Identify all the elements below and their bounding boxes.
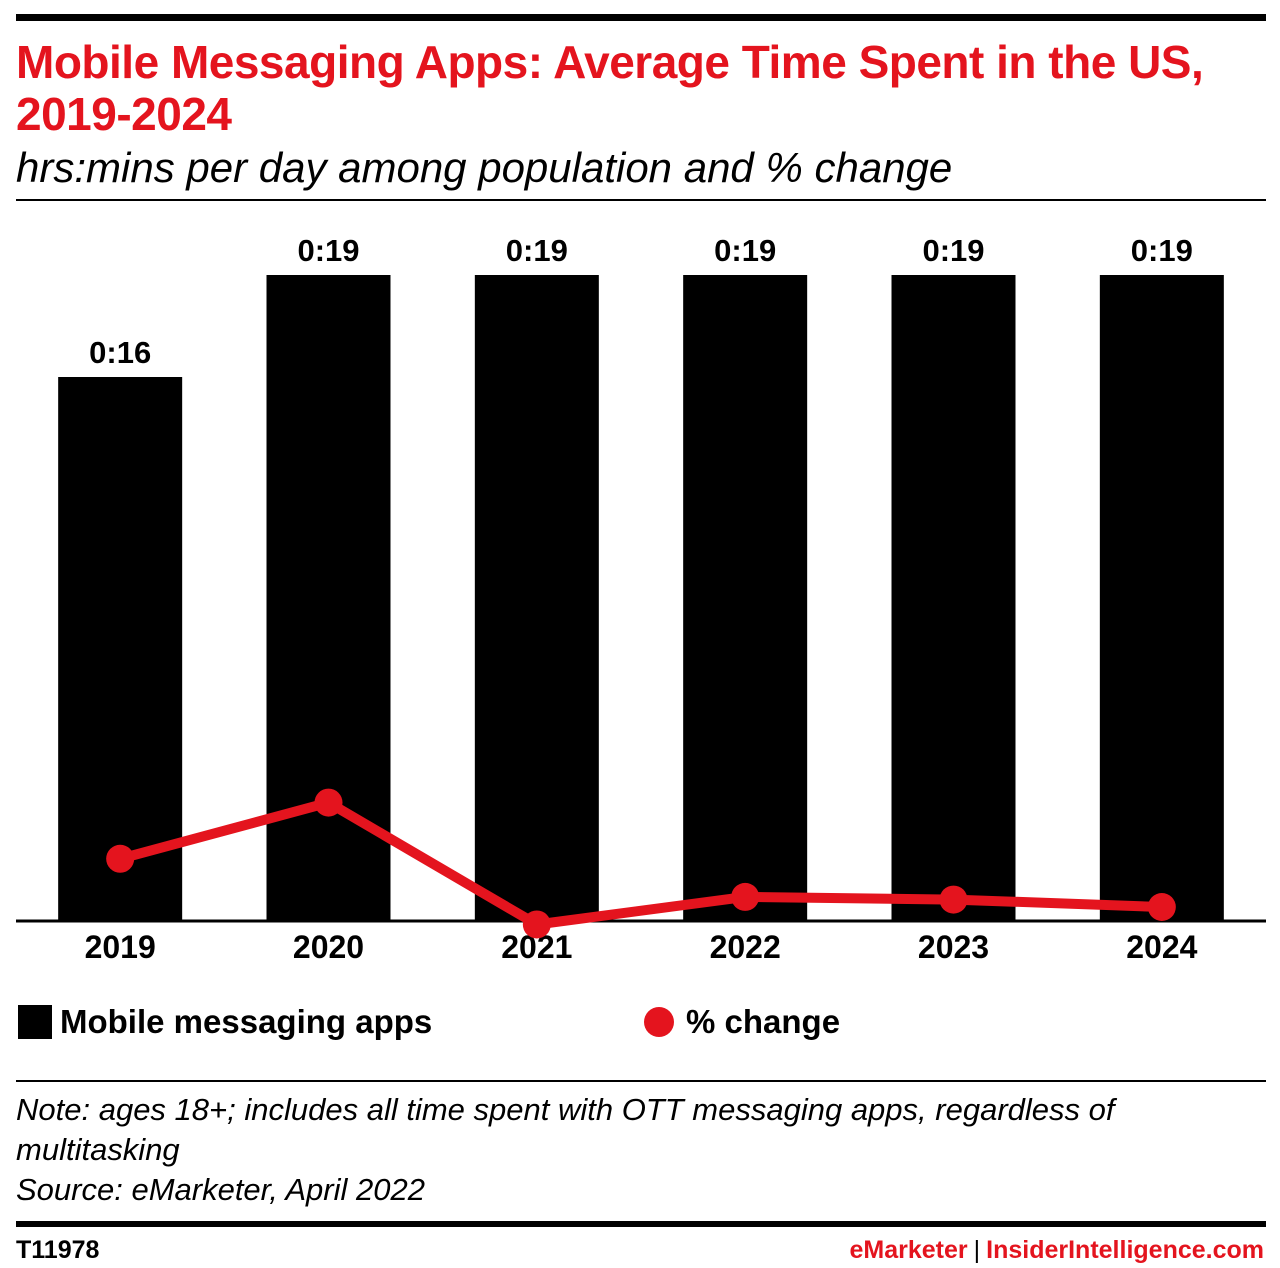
pct-point-2019 — [106, 844, 135, 873]
chart-id: T11978 — [16, 1236, 100, 1264]
chart: 0:160:19 0:19 0:19 0:19 0:19 2019 2020 2021 202… — [16, 233, 1266, 965]
percent-change-labels: 9.1% 19.7% -3.3% 1.9% 1.4% 0.0% — [86, 743, 1196, 898]
legend-bar-label: Mobile messaging apps — [60, 1003, 433, 1040]
pct-label-2022: 1.9% — [711, 837, 779, 870]
note-divider — [16, 1080, 1266, 1082]
bar-2024 — [1099, 275, 1224, 921]
bottom-rule — [16, 1221, 1266, 1227]
x-tick-2024: 2024 — [1126, 929, 1197, 965]
legend-item-bars: Mobile messaging apps — [18, 1000, 432, 1044]
x-tick-labels: 2019 2020 2021 2022 2023 2024 — [85, 929, 1198, 965]
x-tick-2022: 2022 — [710, 929, 781, 965]
note-block: Note: ages 18+; includes all time spent … — [16, 1090, 1256, 1210]
pct-point-2023 — [939, 885, 968, 914]
bar-2021 — [474, 275, 599, 921]
pct-point-2024 — [1147, 893, 1176, 921]
x-tick-2020: 2020 — [293, 929, 364, 965]
brand-separator: | — [973, 1236, 981, 1264]
pct-label-2023: 1.4% — [919, 840, 987, 873]
pct-point-2020 — [314, 788, 343, 817]
brand-emarketer: eMarketer — [849, 1236, 968, 1264]
x-tick-2023: 2023 — [918, 929, 989, 965]
bar-2022 — [683, 275, 808, 921]
x-tick-2019: 2019 — [85, 929, 156, 965]
chart-subtitle: hrs:mins per day among population and % … — [16, 144, 953, 191]
note-text: Note: ages 18+; includes all time spent … — [16, 1092, 1115, 1167]
percent-change-line — [115, 797, 1167, 930]
pct-point-2022 — [731, 882, 760, 911]
bar-label-2021: 0:19 — [506, 233, 568, 268]
pct-label-2020: 19.7% — [286, 743, 371, 776]
percent-change-points — [106, 788, 1176, 939]
title-divider — [16, 199, 1266, 201]
pct-point-2021 — [522, 910, 551, 939]
legend-line-label: % change — [686, 1003, 841, 1040]
legend-bar-swatch — [18, 1005, 52, 1039]
legend-item-line: % change — [644, 1000, 840, 1044]
pct-label-2019: 9.1% — [86, 799, 154, 832]
bar-label-2020: 0:19 — [297, 233, 359, 268]
top-rule — [16, 14, 1266, 21]
bar-label-2024: 0:19 — [1131, 233, 1193, 268]
brand-insider-intelligence: InsiderIntelligence.com — [986, 1236, 1264, 1264]
bar-label-2019: 0:16 — [89, 335, 151, 370]
legend: Mobile messaging apps % change — [16, 1000, 1266, 1044]
chart-title: Mobile Messaging Apps: Average Time Spen… — [16, 36, 1204, 140]
footer-brand: eMarketer | InsiderIntelligence.com — [850, 1236, 1265, 1265]
bar-label-2022: 0:19 — [714, 233, 776, 268]
pct-label-2021: -3.3% — [498, 864, 576, 897]
pct-label-2024: 0.0% — [1128, 847, 1196, 880]
bar-value-labels: 0:16 0:19 0:19 0:19 0:19 0:19 — [89, 233, 1193, 370]
legend-dot-swatch — [644, 1007, 674, 1037]
bar-2023 — [891, 275, 1016, 921]
bar-label-2023: 0:19 — [922, 233, 984, 268]
bar-2019 — [58, 377, 183, 921]
source-text: Source: eMarketer, April 2022 — [16, 1172, 425, 1207]
